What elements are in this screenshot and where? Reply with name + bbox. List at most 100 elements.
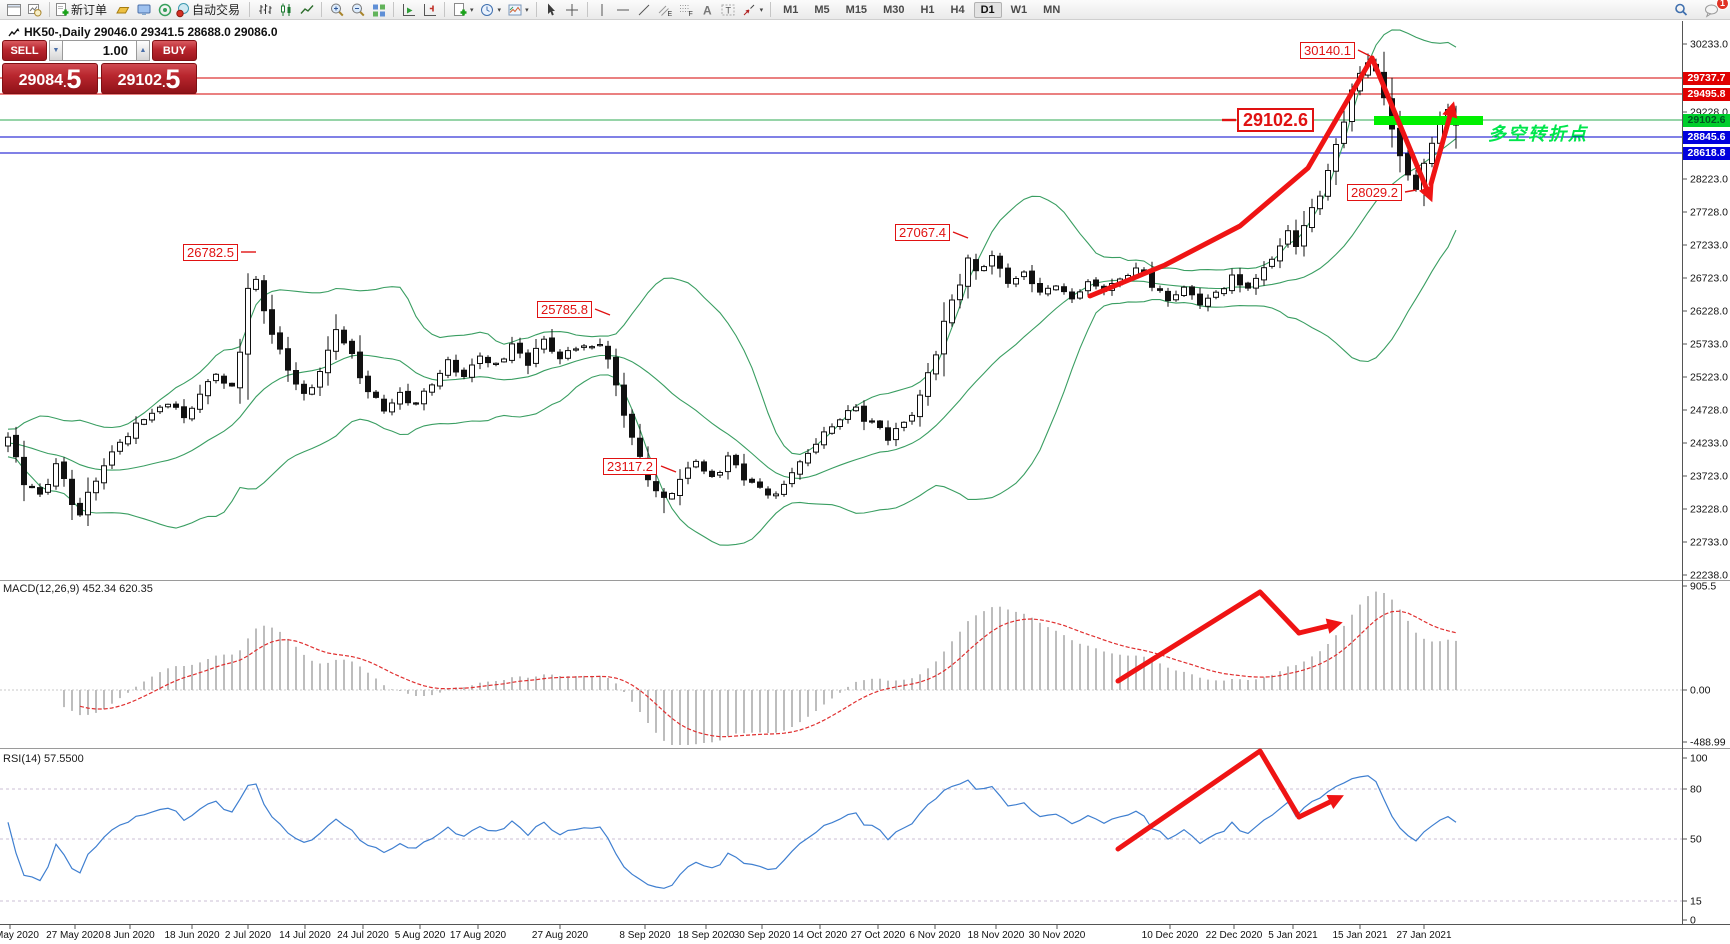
text-label-icon: T	[721, 4, 735, 15]
macd-tick-label: -488.99	[1690, 737, 1726, 749]
toolbar-separator	[586, 2, 588, 17]
price-badge-29495.8: 29495.8	[1683, 87, 1730, 101]
auto-scroll-button[interactable]	[398, 1, 419, 19]
price-tick-label: 22238.0	[1690, 570, 1728, 582]
timeframe-button-M30[interactable]: M30	[883, 3, 905, 16]
quotes-button[interactable]	[112, 1, 133, 19]
templates-button[interactable]	[504, 1, 525, 19]
turning-point-note: 多空转折点	[1488, 124, 1588, 144]
new-order-button[interactable]	[54, 1, 70, 19]
trend-arrowhead	[1326, 795, 1344, 809]
dropdown-caret[interactable]: ▾	[470, 6, 474, 14]
zoom-in-button[interactable]	[326, 1, 347, 19]
bar-chart-button[interactable]	[254, 1, 275, 19]
market-watch-button[interactable]	[133, 1, 154, 19]
trendline-button[interactable]	[634, 1, 655, 19]
date-tick-label: 17 Aug 2020	[450, 930, 507, 941]
date-tick-label: 30 Nov 2020	[1029, 930, 1086, 941]
timeframe-button-D1[interactable]: D1	[973, 1, 1002, 18]
buy-button[interactable]: BUY	[152, 40, 197, 61]
search-button[interactable]	[1670, 1, 1691, 19]
timeframe-button-H1[interactable]: H1	[920, 3, 935, 16]
price-tick-label: 24728.0	[1690, 405, 1728, 417]
crosshair-icon	[566, 3, 579, 16]
dropdown-caret[interactable]: ▾	[497, 6, 502, 14]
autotrading-label[interactable]: 自动交易	[192, 3, 241, 17]
crosshair-button[interactable]	[562, 1, 583, 19]
autotrading-button[interactable]	[175, 1, 191, 19]
horizontal-line-button[interactable]	[613, 1, 634, 19]
text-tool-button[interactable]: A	[697, 1, 718, 19]
new-chart-button[interactable]	[449, 1, 470, 19]
arrows-tool-button[interactable]	[739, 1, 760, 19]
template-icon	[508, 4, 522, 15]
timeframe-button-M1[interactable]: M1	[783, 3, 799, 16]
chart-shift-button[interactable]	[419, 1, 440, 19]
price-tick-label: 26723.0	[1690, 273, 1728, 285]
price-tick-label: 27233.0	[1690, 240, 1728, 252]
fibonacci-button[interactable]: F	[676, 1, 697, 19]
trend-arrow	[1296, 797, 1337, 820]
timeframe-button-M15[interactable]: M15	[845, 3, 868, 16]
buy-price-button[interactable]: 29102. 5	[101, 63, 197, 94]
date-tick-label: 14 Oct 2020	[793, 930, 848, 941]
volume-decrease-button[interactable]: ▼	[49, 40, 63, 61]
sell-button[interactable]: SELL	[2, 40, 47, 61]
rsi-tick-label: 100	[1690, 753, 1708, 765]
price-annotation: 25785.8	[537, 301, 592, 318]
chart-window-button[interactable]	[3, 1, 24, 19]
toolbar-separator	[770, 2, 772, 17]
dropdown-caret[interactable]: ▾	[759, 6, 764, 14]
volume-increase-button[interactable]: ▲	[136, 40, 150, 61]
vertical-line-icon	[601, 3, 603, 16]
label-tool-button[interactable]: T	[718, 1, 739, 19]
price-badge-28618.8: 28618.8	[1683, 146, 1730, 160]
rsi-tick-label: 50	[1690, 834, 1702, 846]
dropdown-caret[interactable]: ▾	[525, 6, 529, 14]
buy-price-main: 29102	[117, 72, 163, 89]
timeframe-button-M5[interactable]: M5	[814, 3, 830, 16]
svg-text:F: F	[689, 11, 693, 18]
search-icon	[1674, 3, 1687, 16]
channel-button[interactable]: E	[655, 1, 676, 19]
rsi-tick-label: 80	[1690, 784, 1702, 796]
signal-icon	[158, 3, 171, 16]
buy-price-dec: 5	[165, 64, 181, 95]
candle-chart-button[interactable]	[275, 1, 296, 19]
timeframe-button-W1[interactable]: W1	[1010, 3, 1028, 16]
profiles-button[interactable]	[24, 1, 45, 19]
annotation-connector	[1404, 189, 1417, 193]
tile-windows-button[interactable]	[368, 1, 389, 19]
tile-windows-icon	[372, 4, 385, 16]
timeframe-button-MN[interactable]: MN	[1043, 3, 1061, 16]
date-tick-label: 2 Jul 2020	[225, 930, 272, 941]
date-tick-label: 27 Oct 2020	[851, 930, 906, 941]
line-chart-button[interactable]	[296, 1, 317, 19]
new-order-label[interactable]: 新订单	[71, 3, 108, 17]
periods-button[interactable]	[477, 1, 498, 19]
text-a-icon: A	[703, 3, 712, 17]
price-badge-29102.6: 29102.6	[1683, 113, 1730, 127]
volume-input[interactable]: 1.00	[63, 40, 136, 61]
signals-button[interactable]	[154, 1, 175, 19]
rsi-label: RSI(14) 57.5500	[3, 753, 84, 765]
vertical-line-button[interactable]	[592, 1, 613, 19]
trend-arrowhead	[1325, 618, 1343, 634]
zoom-out-icon	[351, 3, 365, 16]
sell-price-dot: .	[63, 76, 67, 90]
toolbar-separator	[535, 2, 537, 17]
cursor-button[interactable]	[541, 1, 562, 19]
chart-symbol-icon	[8, 27, 20, 36]
timeframe-button-H4[interactable]: H4	[950, 3, 965, 16]
toolbar-separator	[444, 2, 446, 17]
price-badge-28845.6: 28845.6	[1683, 130, 1730, 144]
profiles-icon	[27, 3, 42, 17]
trend-arrow	[1296, 622, 1335, 636]
zoom-out-button[interactable]	[347, 1, 368, 19]
svg-text:A: A	[703, 3, 712, 17]
trend-arrow	[1428, 109, 1454, 187]
notifications-button[interactable]: 1	[1701, 0, 1729, 19]
sell-price-button[interactable]: 29084. 5	[2, 63, 98, 94]
key-level-annotation: 29102.6	[1237, 108, 1315, 132]
